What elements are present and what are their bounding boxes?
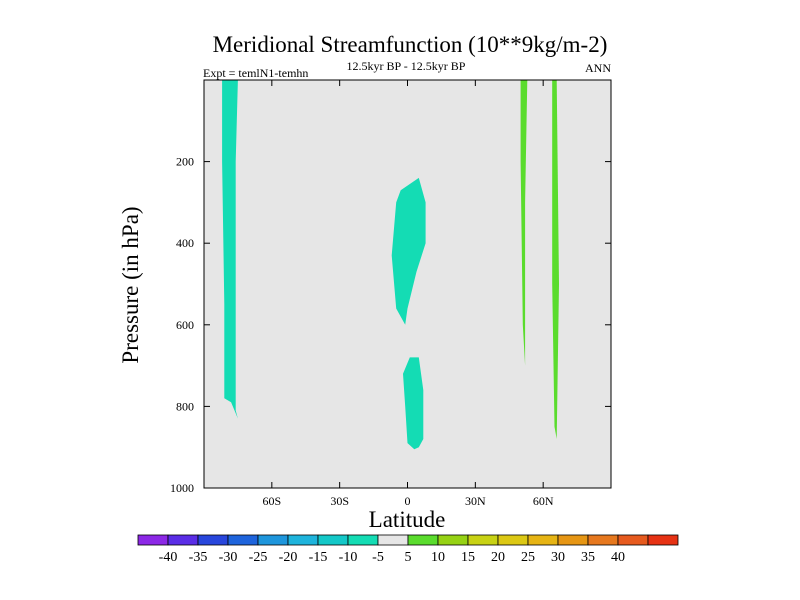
colorbar-box — [617, 534, 649, 546]
y-tick-label: 200 — [176, 155, 194, 169]
colorbar-box — [137, 534, 169, 546]
colorbar-box — [647, 534, 679, 546]
colorbar-box — [317, 534, 349, 546]
colorbar-box — [287, 534, 319, 546]
y-tick-label: 1000 — [170, 481, 194, 495]
colorbar-label: 15 — [461, 550, 475, 565]
colorbar-label: -5 — [372, 550, 384, 565]
right-annotation: ANN — [585, 61, 611, 75]
colorbar-label: 30 — [551, 550, 565, 565]
colorbar-label: -25 — [249, 550, 268, 565]
colorbar-label: -40 — [159, 550, 178, 565]
contour-regions — [222, 80, 559, 450]
colorbar-label: 5 — [405, 550, 412, 565]
region-nh-midlat — [520, 80, 528, 366]
y-axis-label: Pressure (in hPa) — [118, 206, 143, 363]
y-tick-label: 800 — [176, 399, 194, 413]
x-tick-label: 30N — [465, 494, 486, 508]
colorbar-box — [527, 534, 559, 546]
region-eq-lower — [403, 357, 424, 450]
region-sh-polar — [222, 80, 238, 419]
colorbar-box — [257, 534, 289, 546]
colorbar-box — [347, 534, 379, 546]
colorbar-label: 10 — [431, 550, 445, 565]
x-tick-label: 0 — [405, 494, 411, 508]
colorbar-box — [497, 534, 529, 546]
x-axis-label: Latitude — [369, 507, 446, 532]
colorbar-label: -15 — [309, 550, 328, 565]
left-annotation: Expt = temlN1-temhn — [203, 66, 308, 80]
colorbar-box — [437, 534, 469, 546]
y-tick-label: 400 — [176, 236, 194, 250]
colorbar-label: 35 — [581, 550, 595, 565]
colorbar-label: 40 — [611, 550, 625, 565]
colorbar-box — [377, 534, 409, 546]
colorbar-box — [587, 534, 619, 546]
colorbar-box — [227, 534, 259, 546]
y-axis-ticks: 200 400 600 800 1000 — [170, 155, 611, 495]
region-nh-highlat — [552, 80, 559, 439]
x-tick-label: 60S — [262, 494, 281, 508]
x-tick-label: 30S — [330, 494, 349, 508]
colorbar-label: -30 — [219, 550, 238, 565]
colorbar: -40 -35 -30 -25 -20 -15 -10 -5 5 10 15 20 25 30 35 40 — [137, 534, 679, 565]
colorbar-box — [407, 534, 439, 546]
colorbar-label: 25 — [521, 550, 535, 565]
colorbar-box — [167, 534, 199, 546]
region-eq-upper — [391, 177, 426, 325]
colorbar-label: -10 — [339, 550, 358, 565]
colorbar-label: -20 — [279, 550, 298, 565]
colorbar-label: 20 — [491, 550, 505, 565]
chart-title: Meridional Streamfunction (10**9kg/m-2) — [213, 32, 608, 57]
y-tick-label: 600 — [176, 318, 194, 332]
colorbar-box — [557, 534, 589, 546]
x-axis-ticks: 60S 30S 0 30N 60N — [262, 80, 554, 508]
chart-subtitle: 12.5kyr BP - 12.5kyr BP — [347, 59, 466, 73]
colorbar-box — [467, 534, 499, 546]
colorbar-label: -35 — [189, 550, 208, 565]
colorbar-box — [197, 534, 229, 546]
x-tick-label: 60N — [533, 494, 554, 508]
